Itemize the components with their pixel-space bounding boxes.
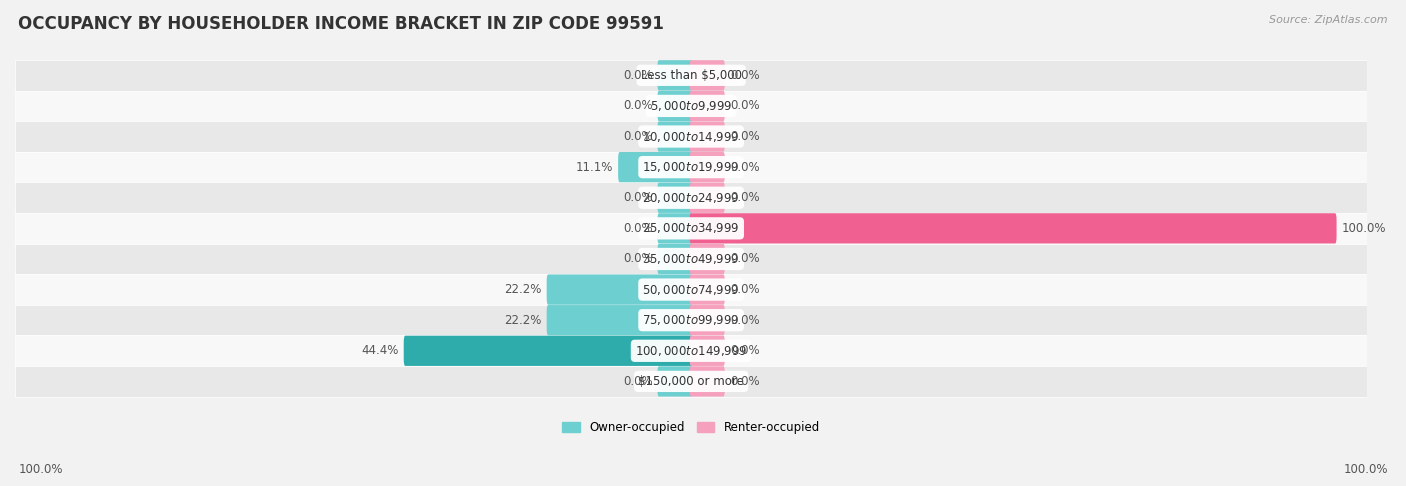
Text: $15,000 to $19,999: $15,000 to $19,999 — [643, 160, 740, 174]
Text: 100.0%: 100.0% — [1341, 222, 1386, 235]
Text: 11.1%: 11.1% — [576, 161, 613, 174]
Legend: Owner-occupied, Renter-occupied: Owner-occupied, Renter-occupied — [557, 417, 825, 439]
Text: 0.0%: 0.0% — [623, 375, 652, 388]
Text: 0.0%: 0.0% — [730, 252, 759, 265]
FancyBboxPatch shape — [658, 213, 693, 243]
Text: 0.0%: 0.0% — [730, 69, 759, 82]
FancyBboxPatch shape — [689, 60, 725, 90]
Text: 0.0%: 0.0% — [623, 222, 652, 235]
Text: $50,000 to $74,999: $50,000 to $74,999 — [643, 282, 740, 296]
Text: 0.0%: 0.0% — [730, 130, 759, 143]
Text: $25,000 to $34,999: $25,000 to $34,999 — [643, 221, 740, 235]
FancyBboxPatch shape — [404, 336, 693, 366]
Text: 0.0%: 0.0% — [730, 161, 759, 174]
Text: 22.2%: 22.2% — [505, 313, 541, 327]
Text: 0.0%: 0.0% — [623, 69, 652, 82]
FancyBboxPatch shape — [619, 152, 693, 182]
FancyBboxPatch shape — [689, 305, 725, 335]
FancyBboxPatch shape — [689, 366, 725, 397]
FancyBboxPatch shape — [658, 60, 693, 90]
FancyBboxPatch shape — [15, 335, 1367, 366]
Text: 0.0%: 0.0% — [623, 130, 652, 143]
FancyBboxPatch shape — [689, 336, 725, 366]
Text: 0.0%: 0.0% — [730, 191, 759, 204]
Text: $35,000 to $49,999: $35,000 to $49,999 — [643, 252, 740, 266]
Text: 0.0%: 0.0% — [730, 313, 759, 327]
Text: 0.0%: 0.0% — [730, 375, 759, 388]
Text: 0.0%: 0.0% — [623, 100, 652, 112]
Text: 0.0%: 0.0% — [730, 283, 759, 296]
FancyBboxPatch shape — [15, 366, 1367, 397]
FancyBboxPatch shape — [689, 213, 1337, 243]
Text: $100,000 to $149,999: $100,000 to $149,999 — [636, 344, 748, 358]
FancyBboxPatch shape — [689, 122, 725, 152]
FancyBboxPatch shape — [689, 152, 725, 182]
FancyBboxPatch shape — [15, 90, 1367, 121]
FancyBboxPatch shape — [15, 213, 1367, 243]
FancyBboxPatch shape — [15, 121, 1367, 152]
Text: 0.0%: 0.0% — [730, 100, 759, 112]
FancyBboxPatch shape — [658, 244, 693, 274]
FancyBboxPatch shape — [15, 182, 1367, 213]
Text: 0.0%: 0.0% — [730, 344, 759, 357]
FancyBboxPatch shape — [689, 275, 725, 305]
FancyBboxPatch shape — [658, 91, 693, 121]
FancyBboxPatch shape — [658, 366, 693, 397]
FancyBboxPatch shape — [547, 275, 693, 305]
FancyBboxPatch shape — [689, 183, 725, 213]
FancyBboxPatch shape — [689, 244, 725, 274]
Text: $10,000 to $14,999: $10,000 to $14,999 — [643, 130, 740, 143]
Text: 0.0%: 0.0% — [623, 191, 652, 204]
FancyBboxPatch shape — [547, 305, 693, 335]
FancyBboxPatch shape — [15, 152, 1367, 182]
Text: Less than $5,000: Less than $5,000 — [641, 69, 741, 82]
FancyBboxPatch shape — [15, 305, 1367, 335]
Text: 0.0%: 0.0% — [623, 252, 652, 265]
Text: $150,000 or more: $150,000 or more — [638, 375, 744, 388]
Text: 22.2%: 22.2% — [505, 283, 541, 296]
Text: OCCUPANCY BY HOUSEHOLDER INCOME BRACKET IN ZIP CODE 99591: OCCUPANCY BY HOUSEHOLDER INCOME BRACKET … — [18, 15, 664, 33]
FancyBboxPatch shape — [15, 243, 1367, 274]
Text: $20,000 to $24,999: $20,000 to $24,999 — [643, 191, 740, 205]
Text: Source: ZipAtlas.com: Source: ZipAtlas.com — [1270, 15, 1388, 25]
FancyBboxPatch shape — [15, 274, 1367, 305]
FancyBboxPatch shape — [689, 91, 725, 121]
Text: 100.0%: 100.0% — [18, 463, 63, 476]
Text: $5,000 to $9,999: $5,000 to $9,999 — [650, 99, 733, 113]
Text: 100.0%: 100.0% — [1343, 463, 1388, 476]
FancyBboxPatch shape — [658, 122, 693, 152]
FancyBboxPatch shape — [15, 60, 1367, 90]
Text: 44.4%: 44.4% — [361, 344, 399, 357]
FancyBboxPatch shape — [658, 183, 693, 213]
Text: $75,000 to $99,999: $75,000 to $99,999 — [643, 313, 740, 327]
